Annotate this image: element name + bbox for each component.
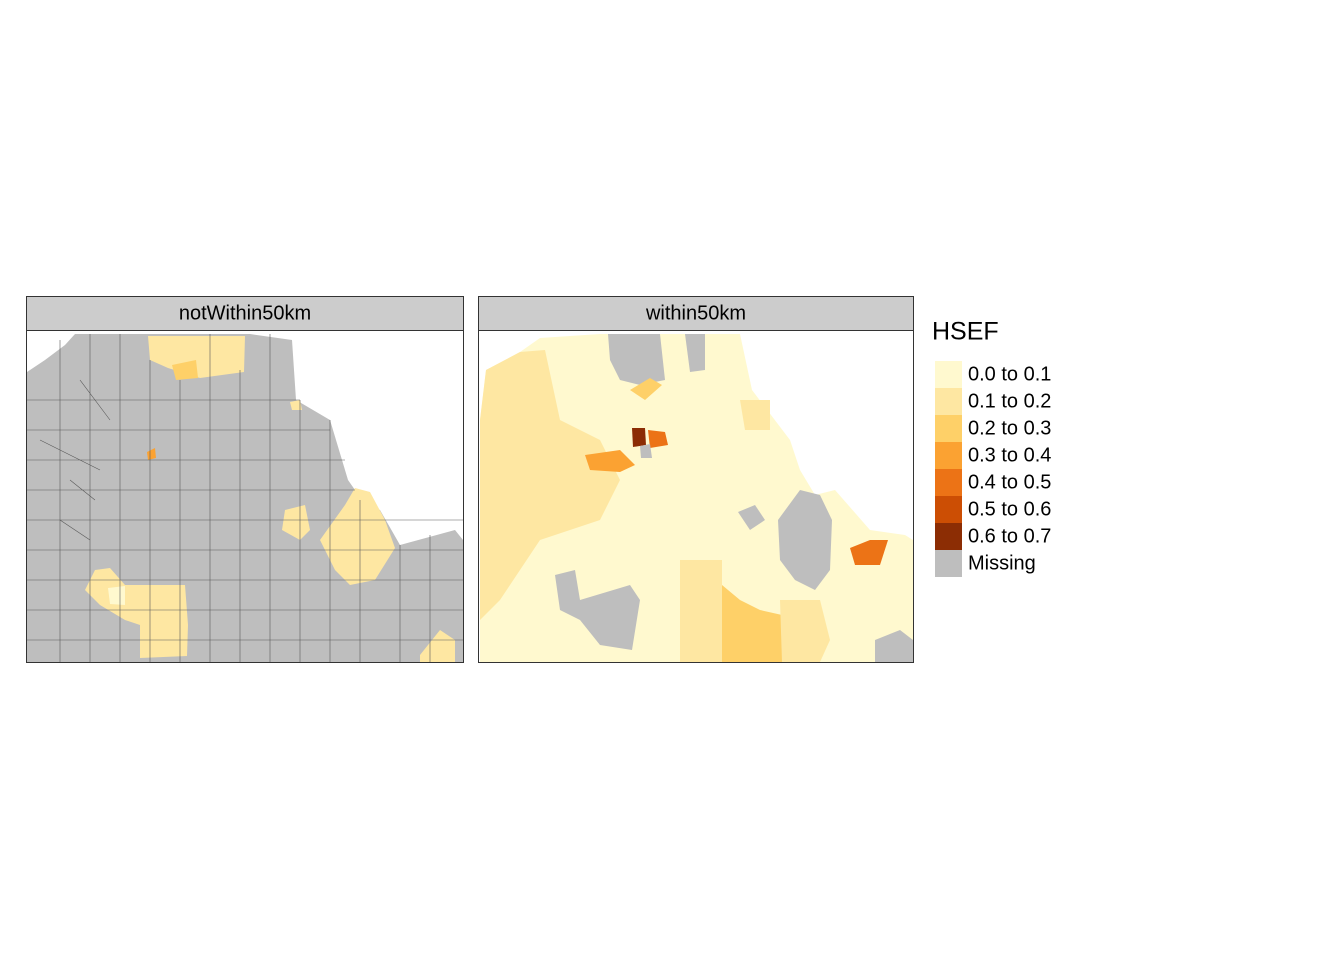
region: [780, 600, 830, 662]
region: [722, 585, 782, 662]
region: [420, 630, 455, 662]
region: [608, 334, 665, 385]
region: [850, 540, 888, 565]
region: [520, 430, 560, 460]
legend-swatch: [935, 550, 962, 577]
legend-label: 0.5 to 0.6: [968, 498, 1051, 520]
legend-title: HSEF: [932, 318, 999, 346]
region: [320, 488, 395, 585]
region: [738, 505, 765, 530]
region: [555, 570, 640, 650]
region: [740, 400, 770, 430]
panel-title: notWithin50km: [179, 302, 311, 324]
region: [480, 350, 620, 620]
legend-label: 0.1 to 0.2: [968, 390, 1051, 412]
panel-title: within50km: [645, 302, 746, 324]
map-panel: within50km: [478, 296, 914, 663]
legend-label: Missing: [968, 552, 1036, 574]
panel-frame: [478, 330, 914, 663]
legend-label: 0.4 to 0.5: [968, 471, 1051, 493]
region: [640, 444, 652, 458]
panel-header: [478, 296, 914, 331]
legend: 0.0 to 0.1 0.1 to 0.2 0.2 to 0.3 0.3 to 0.4…: [935, 361, 1051, 577]
region: [147, 448, 156, 460]
legend-swatch: [935, 523, 962, 550]
map: [480, 334, 913, 662]
legend-label: 0.3 to 0.4: [968, 444, 1051, 466]
legend-swatch: [935, 496, 962, 523]
region: [585, 450, 635, 472]
boundaries: [27, 334, 463, 662]
legend-label: 0.2 to 0.3: [968, 417, 1051, 439]
legend-label: 0.6 to 0.7: [968, 525, 1051, 547]
region: [108, 586, 125, 605]
region: [172, 360, 198, 380]
region: [875, 630, 913, 662]
panel-frame: [26, 330, 464, 663]
region: [282, 505, 310, 540]
panel-header: [26, 296, 464, 331]
region: [778, 490, 832, 590]
legend-swatch: [935, 415, 962, 442]
legend-swatch: [935, 442, 962, 469]
region: [290, 400, 302, 410]
legend-swatch: [935, 469, 962, 496]
legend-swatch: [935, 388, 962, 415]
region: [632, 428, 646, 447]
legend-swatch: [935, 361, 962, 388]
region: [680, 560, 722, 662]
region: [648, 430, 668, 448]
map: [27, 334, 463, 662]
legend-label: 0.0 to 0.1: [968, 363, 1051, 385]
region: [148, 336, 245, 378]
region: [685, 334, 705, 372]
region: [630, 378, 662, 400]
map-panel: notWithin50km: [26, 296, 464, 663]
